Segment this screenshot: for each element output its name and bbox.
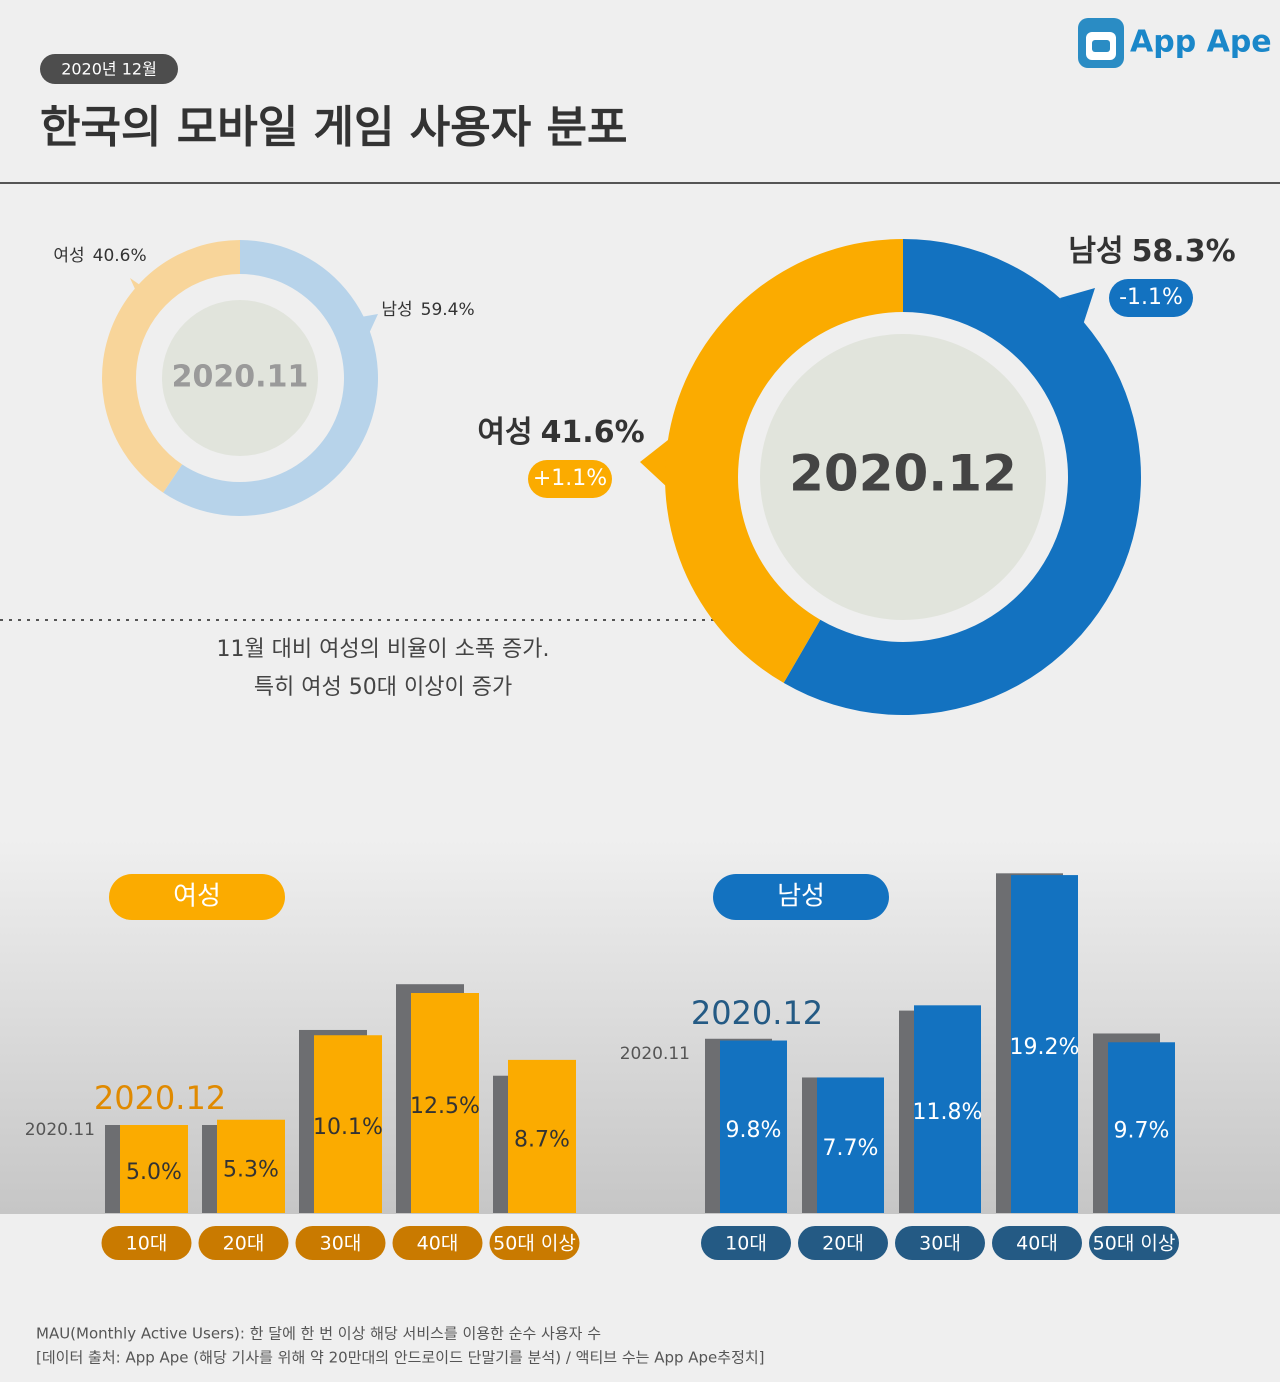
segment-value: 59.4%: [421, 300, 475, 320]
segment-label: 남성 59.4%: [381, 300, 474, 320]
category-label: 10대: [725, 1233, 767, 1255]
donut-center: [760, 334, 1046, 620]
legend-previous: 2020.11: [25, 1120, 95, 1140]
category-pill: [701, 1226, 791, 1260]
donut-center: [162, 300, 318, 456]
page-title: 한국의 모바일 게임 사용자 분포: [40, 102, 628, 153]
segment-value: 40.6%: [93, 246, 147, 266]
category-label: 20대: [223, 1233, 265, 1255]
category-pill: [1089, 1226, 1179, 1260]
segment-category: 여성: [53, 246, 84, 266]
donut-segment: [102, 240, 241, 493]
segment-value: 41.6%: [541, 415, 645, 450]
donut-segment: [783, 239, 1141, 715]
bar-current: [1108, 1042, 1175, 1213]
segment-category: 남성: [381, 300, 412, 320]
change-badge: [1109, 279, 1193, 317]
note-line: 11월 대비 여성의 비율이 소폭 증가.: [216, 637, 549, 662]
legend-current: 2020.12: [94, 1079, 226, 1117]
group-title-pill: [109, 874, 285, 920]
bar-value-label: 9.8%: [726, 1118, 782, 1143]
bar-current: [914, 1005, 981, 1213]
date-badge-text: 2020년 12월: [61, 60, 157, 79]
bar-value-label: 12.5%: [410, 1094, 480, 1119]
donut-segment: [163, 240, 379, 516]
bar-value-label: 7.7%: [823, 1136, 879, 1161]
group-title: 여성: [173, 882, 221, 912]
bar-value-label: 5.0%: [126, 1160, 182, 1185]
category-label: 50대 이상: [1093, 1233, 1176, 1255]
segment-category: 남성: [1068, 234, 1123, 269]
category-pill: [101, 1226, 192, 1260]
category-label: 40대: [417, 1233, 459, 1255]
segment-category: 여성: [477, 415, 532, 450]
bar-current: [217, 1119, 285, 1213]
donut-segment: [665, 239, 903, 683]
category-label: 30대: [919, 1233, 961, 1255]
category-label: 20대: [822, 1233, 864, 1255]
change-label: +1.1%: [533, 466, 607, 491]
category-pill: [798, 1226, 888, 1260]
bar-current: [508, 1059, 576, 1213]
category-pill: [992, 1226, 1082, 1260]
segment-label: 여성 41.6%: [477, 415, 644, 450]
group-title: 남성: [777, 882, 825, 912]
note-line: 특히 여성 50대 이상이 증가: [254, 675, 512, 700]
category-pill: [895, 1226, 985, 1260]
segment-label: 남성 58.3%: [1068, 234, 1235, 269]
bar-value-label: 5.3%: [223, 1157, 279, 1182]
category-pill: [489, 1226, 580, 1260]
bar-current: [314, 1035, 382, 1213]
donut-title: 2020.12: [789, 445, 1017, 503]
segment-value: 58.3%: [1132, 234, 1236, 269]
bar-current: [1011, 875, 1078, 1213]
change-badge: [528, 460, 612, 498]
segment-label: 여성 40.6%: [53, 246, 146, 266]
footnote: [데이터 출처: App Ape (해당 기사를 위해 약 20만대의 안드로이…: [36, 1349, 765, 1367]
category-label: 30대: [320, 1233, 362, 1255]
logo-text: App Ape: [1130, 25, 1272, 60]
bar-value-label: 9.7%: [1114, 1119, 1170, 1144]
category-label: 40대: [1016, 1233, 1058, 1255]
bar-value-label: 19.2%: [1010, 1035, 1080, 1060]
logo: [1078, 18, 1124, 68]
bar-value-label: 10.1%: [313, 1115, 383, 1140]
date-badge: [40, 54, 178, 84]
bar-current: [817, 1077, 884, 1213]
category-pill: [392, 1226, 483, 1260]
category-pill: [198, 1226, 289, 1260]
change-label: -1.1%: [1119, 285, 1183, 310]
legend-previous: 2020.11: [620, 1044, 690, 1064]
footnote: MAU(Monthly Active Users): 한 달에 한 번 이상 해…: [36, 1325, 601, 1343]
callout-pointer: [1060, 288, 1095, 328]
category-label: 50대 이상: [493, 1233, 576, 1255]
category-pill: [295, 1226, 386, 1260]
bar-current: [720, 1040, 787, 1213]
bar-value-label: 11.8%: [913, 1100, 983, 1125]
category-label: 10대: [126, 1233, 168, 1255]
donut-title: 2020.11: [172, 360, 309, 395]
bar-current: [411, 993, 479, 1213]
legend-current: 2020.12: [691, 994, 823, 1032]
group-title-pill: [713, 874, 889, 920]
bar-value-label: 8.7%: [514, 1127, 570, 1152]
callout-pointer: [640, 440, 668, 488]
logo-mouth: [1092, 40, 1110, 52]
bar-current: [120, 1125, 188, 1213]
